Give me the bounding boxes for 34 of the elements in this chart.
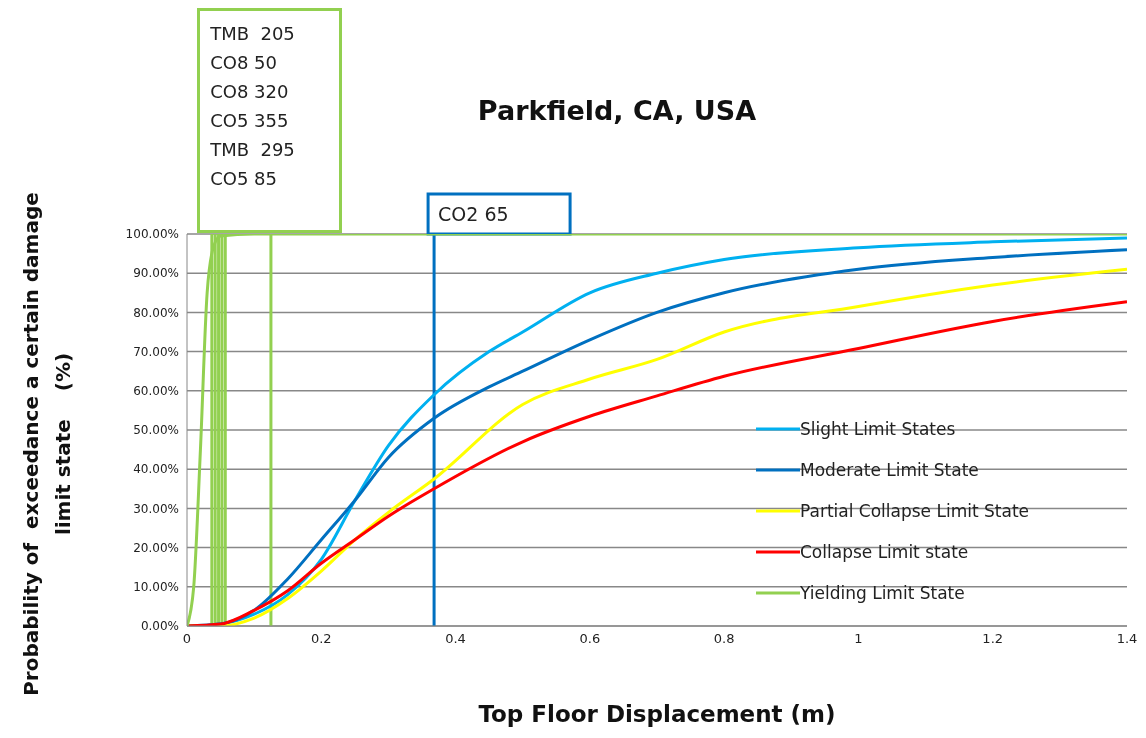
text: CO8 320 <box>210 80 290 104</box>
x-tick-label: 0.4 <box>445 631 466 647</box>
x-tick-label: 0.6 <box>579 631 601 647</box>
y-tick-label: 30.00% <box>133 501 179 516</box>
y-tick-label: 100.00% <box>125 227 179 242</box>
legend-label: Slight Limit States <box>800 418 956 439</box>
x-tick-label: 0.2 <box>310 631 332 647</box>
y-tick-label: 40.00% <box>133 462 179 477</box>
text: TMB 295 <box>210 138 296 162</box>
y-axis-title: Probability of exceedance a certain damage limit state (%) <box>19 192 75 696</box>
y-tick-label: 50.00% <box>133 423 179 438</box>
legend-label: Partial Collapse Limit State <box>800 500 1030 521</box>
x-tick-label: 1 <box>854 631 863 647</box>
y-tick-label: 10.00% <box>133 580 179 595</box>
y-tick-label: 80.00% <box>133 305 179 320</box>
y-tick-label: 70.00% <box>133 344 179 359</box>
y-tick-label: 20.00% <box>133 540 179 555</box>
text: CO8 50 <box>210 51 278 75</box>
text: CO5 85 <box>210 167 278 191</box>
x-tick-label: 1.2 <box>982 631 1004 647</box>
y-tick-label: 90.00% <box>133 266 179 281</box>
legend-label: Moderate Limit State <box>800 459 979 480</box>
ref-line-label: CO2 65 <box>438 203 509 225</box>
legend-label: Collapse Limit state <box>800 541 969 562</box>
y-tick-label: 0.00% <box>140 619 179 634</box>
x-tick-label: 1.4 <box>1116 631 1138 647</box>
chart-title: Parkfield, CA, USA <box>477 95 757 126</box>
x-tick-label: 0.8 <box>713 631 735 647</box>
legend-label: Yielding Limit State <box>800 582 965 603</box>
text: CO5 355 <box>210 109 290 133</box>
y-tick-label: 60.00% <box>133 384 179 399</box>
x-tick-label: 0 <box>182 631 192 647</box>
text: TMB 205 <box>210 22 296 46</box>
x-axis-title: Top Floor Displacement (m) <box>478 701 836 727</box>
